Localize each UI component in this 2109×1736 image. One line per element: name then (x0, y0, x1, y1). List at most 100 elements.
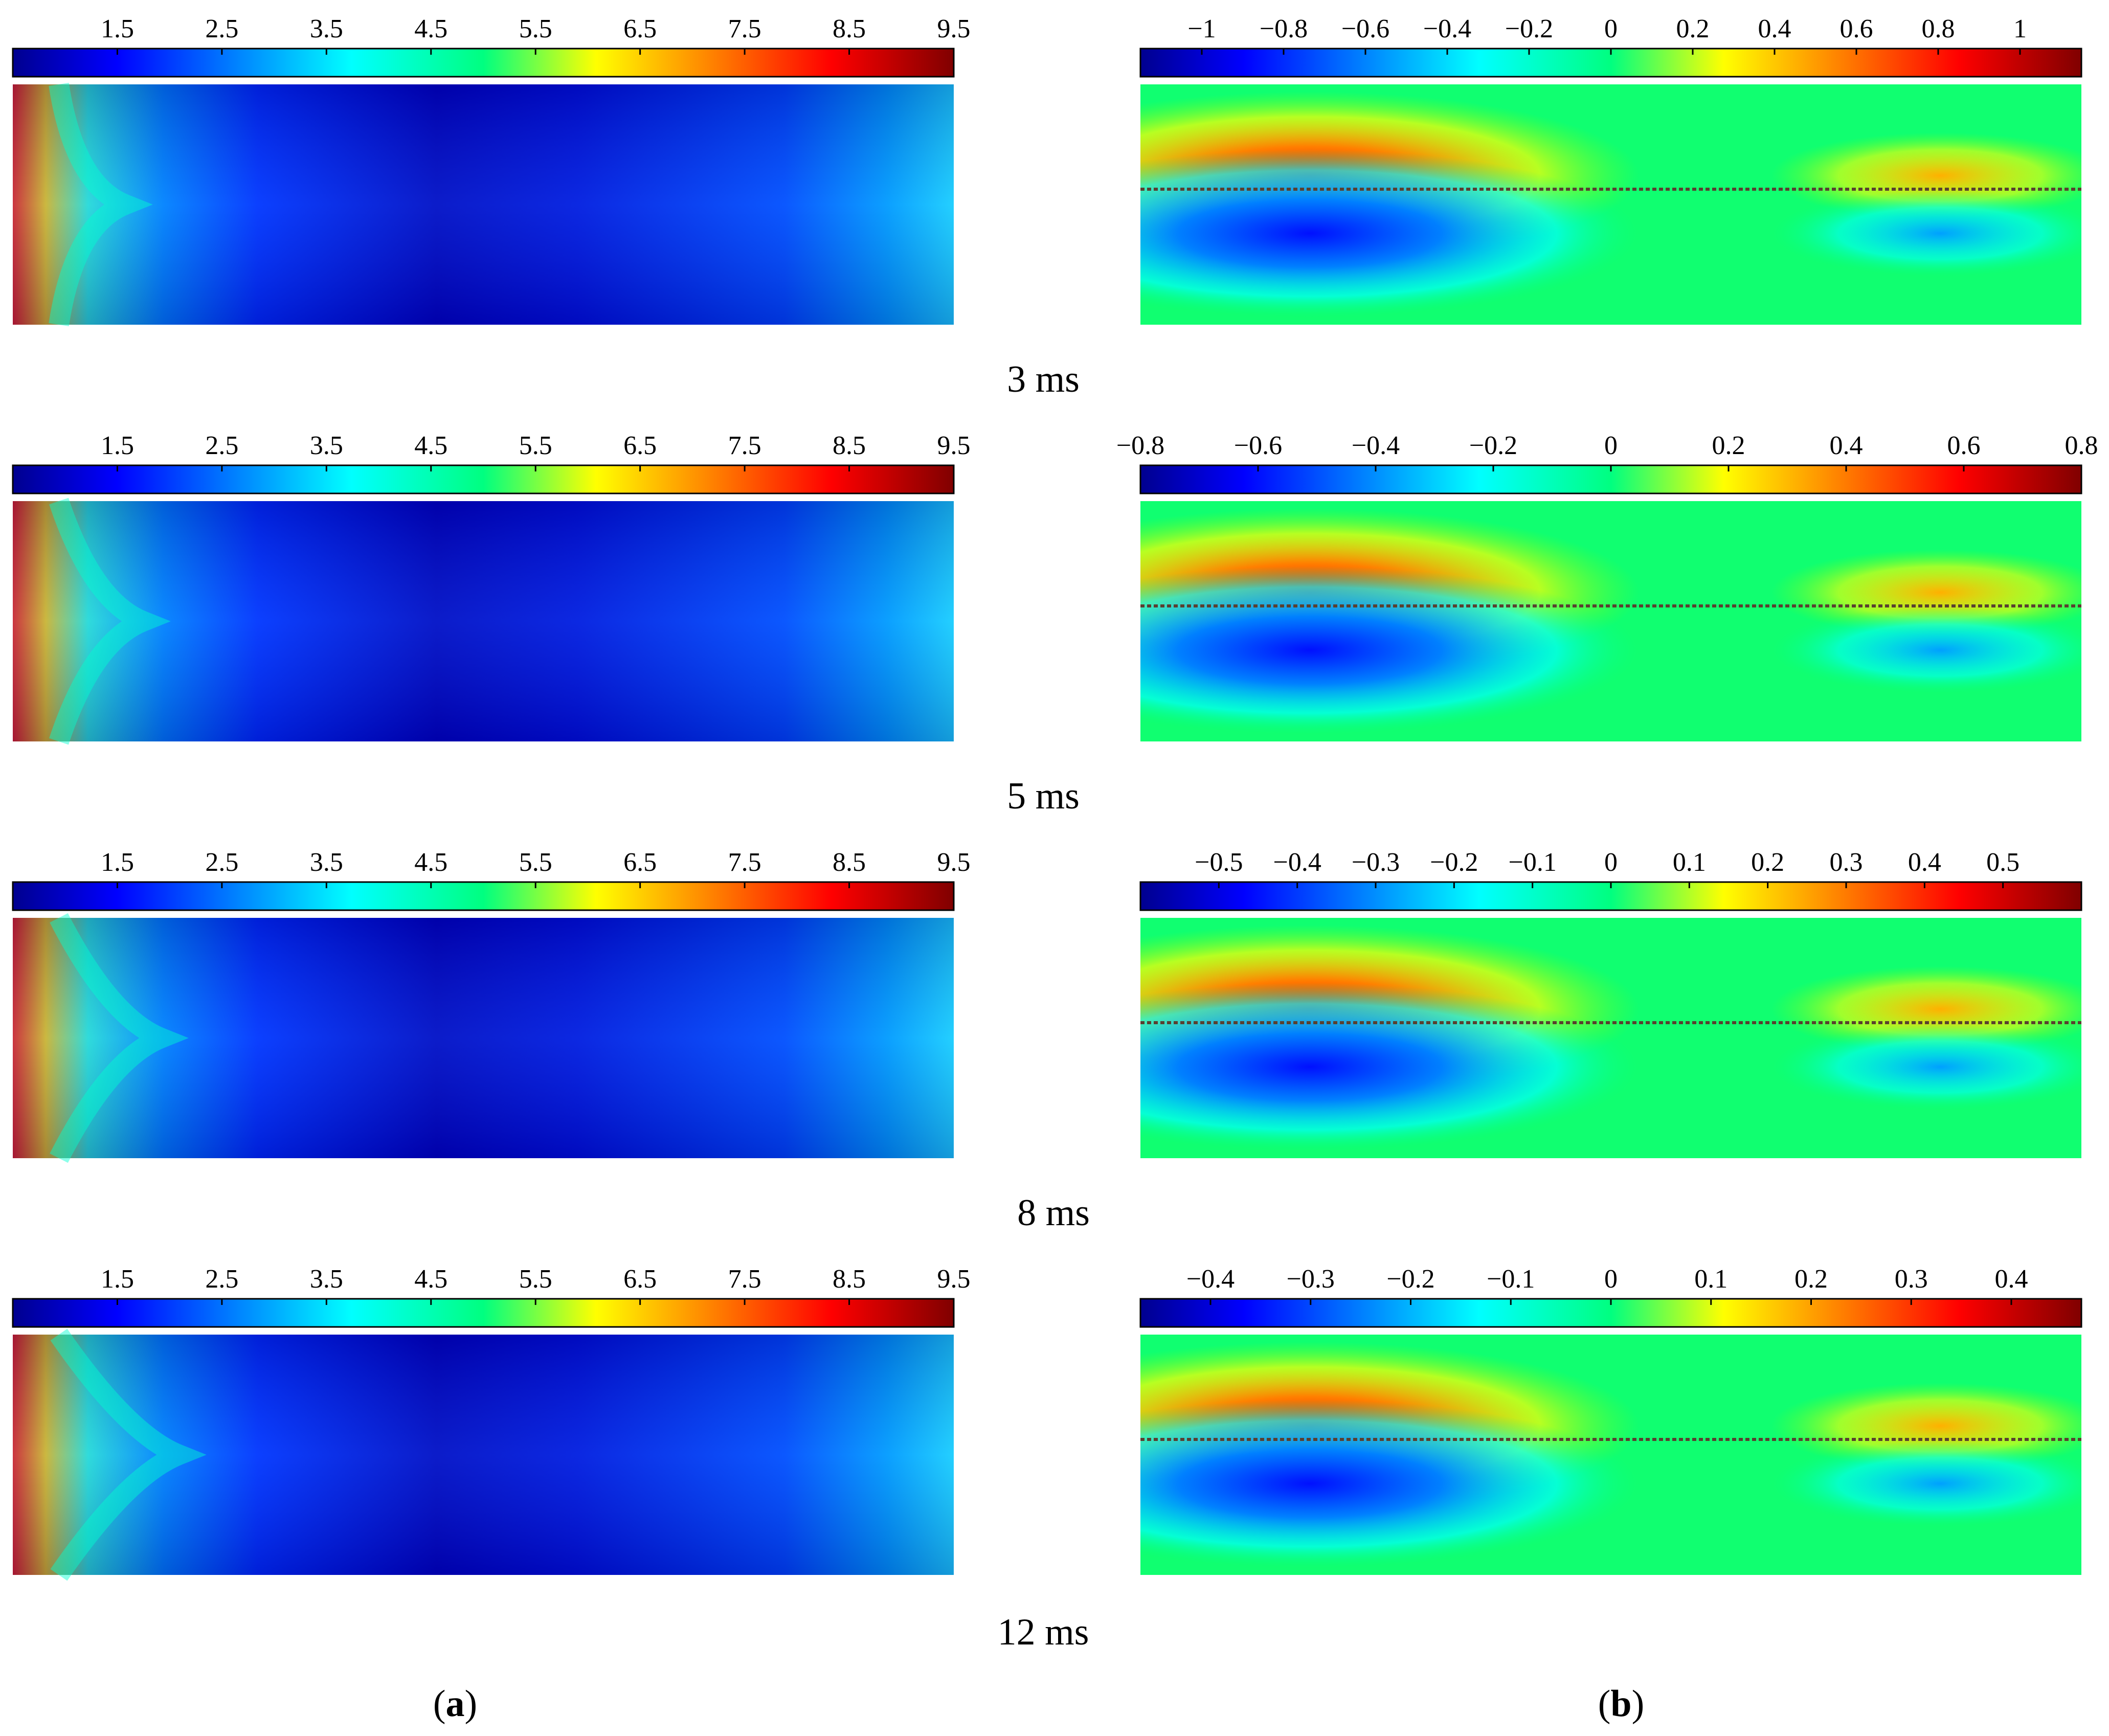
colorbar-tick-label: −0.4 (1186, 1265, 1235, 1294)
colorbar-tick-label: −0.8 (1116, 431, 1164, 460)
colorbar-tick-label: 0 (1604, 1265, 1618, 1294)
colorbar-tick-label: 0 (1604, 848, 1618, 877)
colorbar-tick-label: 6.5 (623, 431, 657, 460)
time-label-12ms: 12 ms (997, 1611, 1089, 1653)
colorbar-tick-label: 3.5 (310, 14, 343, 43)
colorbar-tick-label: 0.6 (1840, 14, 1873, 43)
panel-label-b: (b) (1598, 1683, 1645, 1725)
heatmap-a-12ms: 1.5 2.5 3.5 4.5 5.5 6.5 7.5 8.5 9.5 (12, 1265, 971, 1581)
colorbar-tick-label: 0.6 (1947, 431, 1981, 460)
heatmap-b-12ms: −0.4 −0.3 −0.2 −0.1 0 0.1 0.2 0.3 0.4 (1139, 1265, 2082, 1575)
colorbar-tick-label: −1 (1187, 14, 1216, 43)
colorbar-tick-label: 4.5 (414, 848, 447, 877)
colorbar-tick-label: −0.5 (1195, 848, 1243, 877)
colorbar (12, 464, 955, 494)
colorbar-tick-label: 6.5 (623, 848, 657, 877)
colorbar-tick-label: 0.4 (1908, 848, 1941, 877)
colorbar-tick-label: 1 (2013, 14, 2027, 43)
colorbar-tick-label: 1.5 (101, 1265, 134, 1294)
field-shade (13, 1335, 954, 1575)
colorbar-tick-label: 3.5 (310, 848, 343, 877)
colorbar (12, 1298, 955, 1328)
colorbar-tick-label: 7.5 (728, 431, 761, 460)
colorbar-tick-label: 6.5 (623, 1265, 657, 1294)
colorbar-tick-label: −0.6 (1234, 431, 1282, 460)
colorbar (12, 48, 955, 78)
time-label-5ms: 5 ms (1007, 775, 1080, 817)
colorbar-tick-label: 0 (1604, 14, 1618, 43)
colorbar-tick-label: −0.3 (1352, 848, 1400, 877)
colorbar-tick-label: −0.6 (1341, 14, 1389, 43)
colorbar-tick-label: 0.4 (1758, 14, 1791, 43)
wavefront (50, 913, 189, 1163)
colorbar-tick-label: 0.1 (1694, 1265, 1727, 1294)
colorbar-tick-label: 8.5 (833, 848, 866, 877)
colorbar-tick-label: 5.5 (519, 14, 552, 43)
colorbar-tick-label: 0.2 (1712, 431, 1745, 460)
colorbar-tick-label: 0.4 (1830, 431, 1863, 460)
colorbar-tick-label: 1.5 (101, 848, 134, 877)
colorbar-tick-label: 5.5 (519, 848, 552, 877)
wavefront (50, 1328, 207, 1581)
colorbar-tick-label: 0 (1604, 431, 1618, 460)
colorbar-tick-label: −0.4 (1423, 14, 1471, 43)
colorbar-tick-label: 2.5 (205, 431, 238, 460)
colorbar-tick-label: 3.5 (310, 431, 343, 460)
heatmap-a-5ms: 1.5 2.5 3.5 4.5 5.5 6.5 7.5 8.5 9.5 (12, 431, 971, 745)
time-label-8ms: 8 ms (1017, 1192, 1090, 1234)
colorbar-tick-label: 8.5 (833, 14, 866, 43)
colorbar-tick-label: 4.5 (414, 431, 447, 460)
colorbar-tick-label: −0.4 (1352, 431, 1400, 460)
field-negative-lobe-right (1140, 1335, 2081, 1575)
colorbar-tick-label: 5.5 (519, 1265, 552, 1294)
colorbar-tick-label: 0.3 (1830, 848, 1863, 877)
colorbar-tick-label: 9.5 (937, 848, 971, 877)
heatmap-a-3ms: 1.5 2.5 3.5 4.5 5.5 6.5 7.5 8.5 9.5 (12, 14, 971, 327)
colorbar-tick-label: 8.5 (833, 1265, 866, 1294)
wavefront (49, 498, 171, 745)
colorbar-tick-label: 4.5 (414, 1265, 447, 1294)
colorbar-tick-label: −0.2 (1505, 14, 1553, 43)
colorbar-tick-label: 7.5 (728, 1265, 761, 1294)
colorbar-tick-label: 2.5 (205, 1265, 238, 1294)
colorbar-tick-label: −0.8 (1260, 14, 1308, 43)
colorbar-tick-label: 5.5 (519, 431, 552, 460)
colorbar (1139, 464, 2082, 494)
colorbar-tick-label: −0.2 (1386, 1265, 1434, 1294)
colorbar-tick-label: −0.2 (1469, 431, 1517, 460)
panel-label-a: (a) (433, 1683, 478, 1725)
colorbar (12, 881, 955, 911)
colorbar-tick-label: 0.4 (1994, 1265, 2028, 1294)
colorbar-tick-label: 0.3 (1895, 1265, 1928, 1294)
colorbar-tick-label: 0.2 (1794, 1265, 1828, 1294)
colorbar-tick-label: −0.4 (1273, 848, 1321, 877)
colorbar-tick-label: 1.5 (101, 431, 134, 460)
heatmap-a-8ms: 1.5 2.5 3.5 4.5 5.5 6.5 7.5 8.5 9.5 (12, 848, 971, 1163)
colorbar-tick-label: −0.1 (1509, 848, 1557, 877)
colorbar-tick-label: 2.5 (205, 848, 238, 877)
colorbar-tick-label: 0.2 (1751, 848, 1784, 877)
colorbar-tick-label: 0.8 (2065, 431, 2098, 460)
colorbar-tick-label: −0.1 (1487, 1265, 1535, 1294)
colorbar-tick-label: 0.8 (1922, 14, 1955, 43)
field-negative-lobe-right (1140, 918, 2081, 1158)
colorbar-tick-label: 3.5 (310, 1265, 343, 1294)
colorbar-tick-label: 9.5 (937, 1265, 971, 1294)
colorbar-tick-label: 8.5 (833, 431, 866, 460)
colorbar-tick-label: 7.5 (728, 848, 761, 877)
heatmap-b-5ms: −0.8 −0.6 −0.4 −0.2 0 0.2 0.4 0.6 0.8 (1116, 431, 2098, 741)
field-shade (13, 501, 954, 741)
field-negative-lobe-right (1140, 84, 2081, 325)
time-label-3ms: 3 ms (1007, 358, 1080, 400)
colorbar-tick-label: 9.5 (937, 431, 971, 460)
colorbar-tick-label: 2.5 (205, 14, 238, 43)
heatmap-b-8ms: −0.5 −0.4 −0.3 −0.2 −0.1 0 0.1 0.2 0.3 0.4 0.5 (1139, 848, 2082, 1158)
colorbar-tick-label: 4.5 (414, 14, 447, 43)
colorbar-tick-label: 1.5 (101, 14, 134, 43)
field-shade (13, 84, 954, 325)
panel-letter-a: a (445, 1683, 465, 1725)
colorbar-tick-label: 9.5 (937, 14, 971, 43)
colorbar-tick-label: 0.2 (1676, 14, 1710, 43)
colorbar-tick-label: 6.5 (623, 14, 657, 43)
